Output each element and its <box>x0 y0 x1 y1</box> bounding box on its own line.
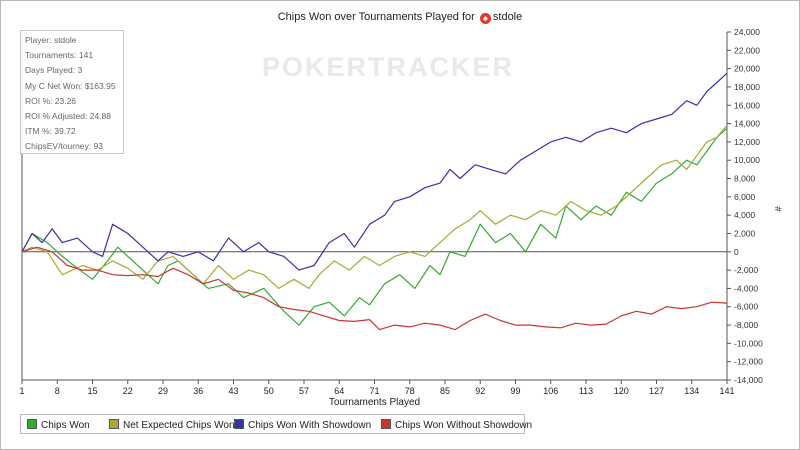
stat-days-played: Days Played: 3 <box>25 65 83 76</box>
y-tick-label: -12,000 <box>734 357 763 367</box>
legend-label-without-showdown: Chips Won Without Showdown <box>395 420 533 431</box>
stat-player: Player: stdole <box>25 35 77 45</box>
player-stats-box: Player: stdole Tournaments: 141 Days Pla… <box>20 30 124 154</box>
legend-item-with-showdown[interactable]: Chips Won With Showdown <box>234 419 371 431</box>
legend-swatch-with-showdown <box>234 419 244 429</box>
y-tick-label: 10,000 <box>734 155 760 165</box>
y-tick-label: 0 <box>734 247 739 257</box>
x-tick-label: 8 <box>55 386 60 396</box>
y-tick-label: 20,000 <box>734 64 760 74</box>
stat-itm: ITM %: 39.72 <box>25 126 76 137</box>
chart-legend: Chips Won Net Expected Chips Won Chips W… <box>20 414 532 434</box>
stat-tournaments: Tournaments: 141 <box>25 50 94 61</box>
x-tick-label: 99 <box>510 386 520 396</box>
x-tick-label: 78 <box>405 386 415 396</box>
y-tick-label: -14,000 <box>734 375 763 385</box>
y-tick-label: -2,000 <box>734 265 758 275</box>
x-tick-label: 113 <box>579 386 593 396</box>
y-tick-label: 2,000 <box>734 228 756 238</box>
y-tick-label: 6,000 <box>734 192 756 202</box>
y-tick-label: 22,000 <box>734 45 760 55</box>
y-tick-label: 12,000 <box>734 137 760 147</box>
x-axis-label: Tournaments Played <box>329 397 420 408</box>
x-tick-label: 71 <box>369 386 379 396</box>
pokertracker-watermark: POKERTRACKER <box>262 52 515 82</box>
stat-net-won: My C Net Won: $163.95 <box>25 80 116 91</box>
x-tick-label: 106 <box>543 386 558 396</box>
series-line-net-expected-chips-won <box>21 125 728 289</box>
x-tick-label: 43 <box>228 386 238 396</box>
x-tick-label: 1 <box>19 386 24 396</box>
y-tick-label: 14,000 <box>734 119 760 129</box>
x-tick-label: 141 <box>719 386 734 396</box>
x-tick-label: 29 <box>158 386 168 396</box>
y-tick-label: 24,000 <box>734 27 760 37</box>
x-tick-label: 64 <box>334 386 344 396</box>
poker-spade-icon: ♠ <box>479 13 491 24</box>
stat-roi: ROI %: 23.26 <box>25 95 77 106</box>
x-tick-label: 22 <box>123 386 133 396</box>
series-line-chips-won <box>21 127 728 326</box>
legend-label-chips-won: Chips Won <box>41 420 90 431</box>
series-line-chips-won-with-showdown <box>21 72 728 271</box>
legend-item-chips-won[interactable]: Chips Won <box>27 419 90 431</box>
legend-label-net-expected: Net Expected Chips Won <box>123 420 235 431</box>
stat-chipsev: ChipsEV/tourney: 93 <box>25 141 103 152</box>
x-tick-label: 120 <box>614 386 629 396</box>
legend-item-without-showdown[interactable]: Chips Won Without Showdown <box>381 419 532 431</box>
legend-item-net-expected[interactable]: Net Expected Chips Won <box>109 419 235 431</box>
y-tick-label: -10,000 <box>734 338 763 348</box>
y-tick-label: 4,000 <box>734 210 756 220</box>
x-tick-label: 127 <box>649 386 664 396</box>
chart-title-player: stdole <box>492 11 523 23</box>
y-tick-label: -8,000 <box>734 320 758 330</box>
chart-title-prefix: Chips Won over Tournaments Played for <box>277 11 475 23</box>
y-tick-label: 16,000 <box>734 100 760 110</box>
x-tick-label: 15 <box>87 386 97 396</box>
x-tick-label: 36 <box>193 386 203 396</box>
y-tick-label: 18,000 <box>734 82 760 92</box>
y-tick-label: 8,000 <box>734 174 756 184</box>
y-tick-label: -4,000 <box>734 283 758 293</box>
legend-swatch-without-showdown <box>381 419 391 429</box>
y-tick-label: -6,000 <box>734 302 758 312</box>
x-tick-label: 57 <box>299 386 309 396</box>
series-line-chips-won-without-showdown <box>21 246 728 331</box>
chart-title: Chips Won over Tournaments Played for ♠ s… <box>0 11 800 24</box>
x-tick-label: 50 <box>264 386 274 396</box>
legend-label-with-showdown: Chips Won With Showdown <box>248 420 372 431</box>
x-tick-label: 92 <box>475 386 485 396</box>
stat-roi-adjusted: ROI % Adjusted: 24.88 <box>25 110 111 121</box>
x-tick-label: 134 <box>684 386 699 396</box>
legend-swatch-chips-won <box>27 419 37 429</box>
y-axis-label: # <box>773 206 783 211</box>
legend-swatch-net-expected <box>109 419 119 429</box>
x-tick-label: 85 <box>440 386 450 396</box>
